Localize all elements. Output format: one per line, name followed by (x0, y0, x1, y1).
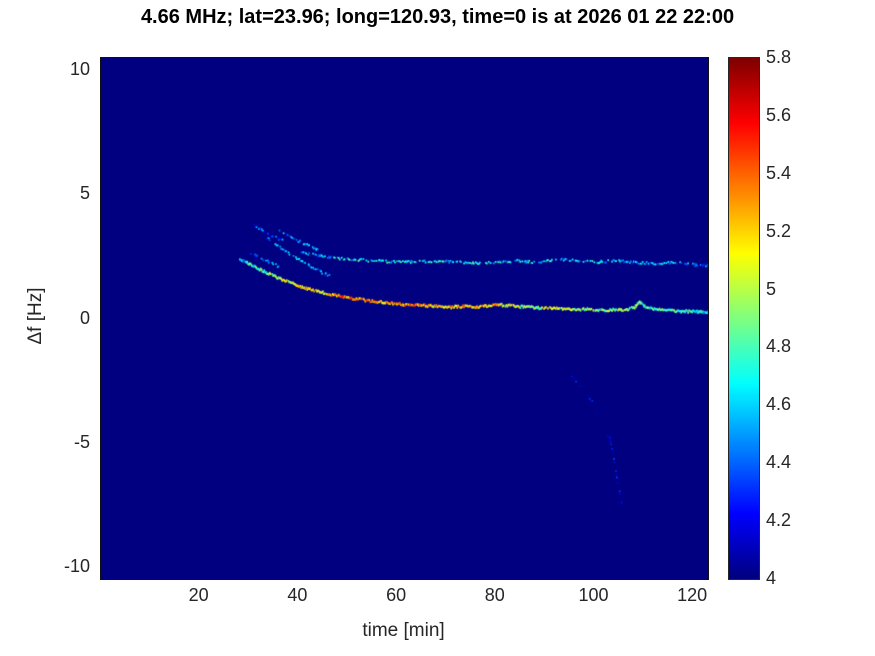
colorbar-tick-label: 4 (766, 568, 777, 588)
colorbar-tick-label: 5.6 (766, 104, 792, 125)
colorbar-tick-label: 4.8 (766, 336, 792, 357)
colorbar-tick-label: 5 (766, 278, 777, 299)
chart-title: 4.66 MHz; lat=23.96; long=120.93, time=0… (140, 6, 735, 28)
x-axis-label: time [min] (362, 620, 445, 641)
colorbar (728, 57, 760, 580)
x-tick-label: 100 (578, 585, 609, 605)
x-tick-label: 40 (287, 585, 308, 605)
y-axis-label: Δf [Hz] (25, 287, 46, 345)
spectrogram-heatmap (100, 57, 709, 580)
x-tick-label: 80 (484, 585, 505, 605)
x-tick-label: 20 (188, 585, 209, 605)
y-tick-label: 0 (79, 307, 90, 328)
colorbar-tick-label: 5.4 (766, 162, 792, 183)
y-tick-label: 10 (69, 59, 90, 80)
y-tick-label: 5 (79, 183, 90, 204)
y-tick-label: -10 (63, 555, 90, 576)
y-tick-label: -5 (73, 431, 90, 452)
colorbar-tick-label: 4.4 (766, 452, 792, 473)
x-tick-label: 60 (386, 585, 407, 605)
colorbar-tick-label: 5.8 (766, 47, 792, 67)
colorbar-tick-label: 4.2 (766, 510, 792, 531)
x-tick-label: 120 (677, 585, 708, 605)
colorbar-tick-label: 5.2 (766, 220, 792, 241)
colorbar-tick-label: 4.6 (766, 394, 792, 415)
